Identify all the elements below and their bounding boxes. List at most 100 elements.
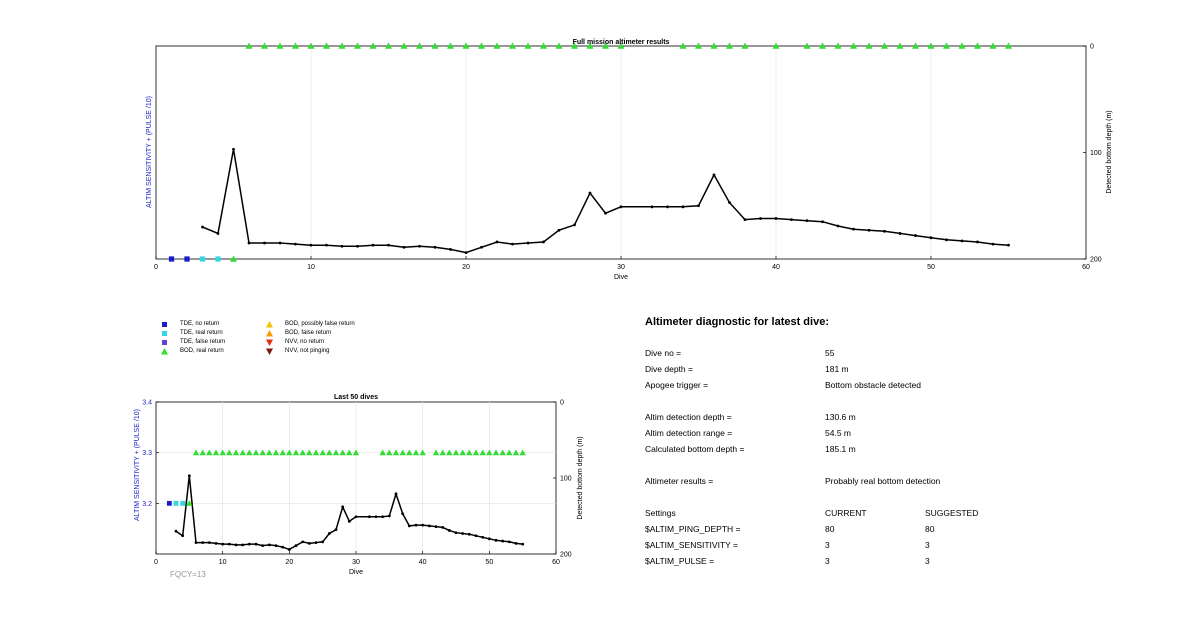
x-tick-label: 60 — [1082, 264, 1090, 271]
x-tick-label: 0 — [154, 264, 158, 271]
depth-point — [314, 541, 318, 544]
depth-point — [427, 524, 431, 528]
bod-real-return-marker — [679, 42, 687, 49]
diagnostic-panel: Altimeter diagnostic for latest dive: Di… — [645, 310, 1165, 590]
bod-real-return-marker — [555, 42, 563, 49]
right-tick-label: 200 — [1090, 257, 1102, 264]
left-tick-label: 3.3 — [142, 450, 152, 457]
depth-point — [287, 548, 291, 551]
current-value: 3 — [825, 540, 830, 550]
depth-point — [480, 245, 483, 249]
depth-point — [194, 541, 198, 544]
label: Apogee trigger = — [645, 380, 709, 390]
x-tick-label: 0 — [154, 559, 158, 566]
top-ticks: 0 10 20 30 40 50 60 0 100 200 — [154, 44, 1102, 272]
bod-real-return-marker — [459, 449, 466, 456]
depth-point — [573, 223, 576, 227]
depth-series-line — [175, 475, 523, 551]
depth-point — [743, 218, 747, 221]
legend-label: BOD, real return — [180, 348, 224, 354]
depth-point — [201, 225, 204, 229]
depth-point — [790, 218, 793, 221]
legend-label: TDE, no return — [180, 321, 220, 327]
bod-real-return-marker — [416, 42, 423, 49]
label: Dive depth = — [645, 364, 693, 374]
top-chart-title: Full mission altimeter results — [573, 39, 670, 46]
depth-point — [187, 474, 191, 478]
purple-square-icon — [162, 340, 167, 345]
depth-point — [234, 543, 238, 547]
depth-point — [712, 173, 716, 177]
depth-point — [232, 147, 235, 151]
depth-point — [294, 242, 297, 246]
row-detection-range: Altim detection range = 54.5 m — [645, 428, 1165, 442]
bod-real-return-marker — [379, 449, 386, 456]
bod-real-return-marker — [524, 42, 532, 49]
depth-point — [367, 515, 371, 519]
row-dive-no: Dive no = 55 — [645, 348, 1165, 362]
depth-point — [821, 220, 824, 224]
tde-no-return-marker — [184, 256, 190, 262]
bod-real-return-marker — [292, 449, 300, 456]
bod-real-return-marker — [617, 42, 625, 49]
bod-real-return-marker — [412, 449, 420, 456]
bod-real-return-marker — [252, 449, 260, 456]
depth-point — [501, 539, 505, 543]
bottom-left-axis-label: ALTIM SENSITIVITY + (PULSE /10) — [134, 409, 141, 521]
depth-point — [526, 241, 530, 245]
depth-point — [1007, 243, 1010, 247]
right-tick-label: 0 — [560, 400, 564, 407]
bod-real-return-marker — [199, 449, 206, 456]
depth-point — [201, 541, 205, 544]
bod-real-return-marker — [339, 449, 346, 456]
suggested-value: 3 — [925, 556, 930, 566]
tde-real-return-marker — [173, 500, 179, 506]
yellow-triangle-up-icon — [266, 321, 273, 328]
depth-point — [381, 515, 385, 519]
depth-point — [387, 514, 391, 518]
bottom-chart-title: Last 50 dives — [334, 394, 378, 401]
x-tick-label: 40 — [419, 559, 427, 566]
bod-real-return-marker — [499, 449, 506, 456]
depth-point — [347, 519, 351, 523]
depth-point — [449, 248, 452, 251]
depth-point — [507, 540, 511, 544]
bod-real-return-marker — [710, 42, 718, 49]
depth-point — [334, 528, 338, 532]
row-detection-depth: Altim detection depth = 130.6 m — [645, 412, 1165, 426]
suggested-value: 80 — [925, 524, 935, 534]
depth-point — [402, 245, 406, 249]
depth-point — [181, 534, 185, 538]
bod-real-return-marker — [512, 449, 520, 456]
bod-real-return-marker — [306, 449, 313, 456]
x-tick-label: 20 — [462, 264, 470, 271]
depth-point — [960, 239, 964, 243]
depth-point — [401, 512, 405, 516]
depth-point — [340, 244, 344, 248]
bod-real-return-marker — [452, 449, 460, 456]
depth-point — [666, 205, 669, 209]
depth-point — [728, 201, 731, 204]
bod-real-return-marker — [478, 42, 485, 49]
bod-real-return-marker — [386, 449, 393, 456]
top-x-axis-label: Dive — [614, 274, 628, 281]
depth-point — [254, 542, 258, 546]
top-left-axis-label: ALTIM SENSITIVITY + (PULSE /10) — [146, 96, 153, 208]
bod-real-return-marker — [1005, 42, 1012, 49]
row-pulse: $ALTIM_PULSE = 3 3 — [645, 556, 1165, 570]
depth-point — [354, 515, 358, 519]
depth-point — [474, 534, 478, 538]
depth-point — [247, 241, 251, 245]
depth-point — [263, 241, 266, 245]
depth-point — [447, 529, 451, 532]
bod-real-return-marker — [246, 449, 253, 456]
row-dive-depth: Dive depth = 181 m — [645, 364, 1165, 378]
depth-point — [294, 544, 298, 548]
depth-point — [759, 217, 762, 220]
bod-real-return-marker — [540, 42, 547, 49]
bod-real-return-marker — [392, 449, 400, 456]
bod-real-return-marker — [399, 449, 406, 456]
depth-point — [514, 541, 518, 545]
depth-point — [604, 211, 607, 215]
